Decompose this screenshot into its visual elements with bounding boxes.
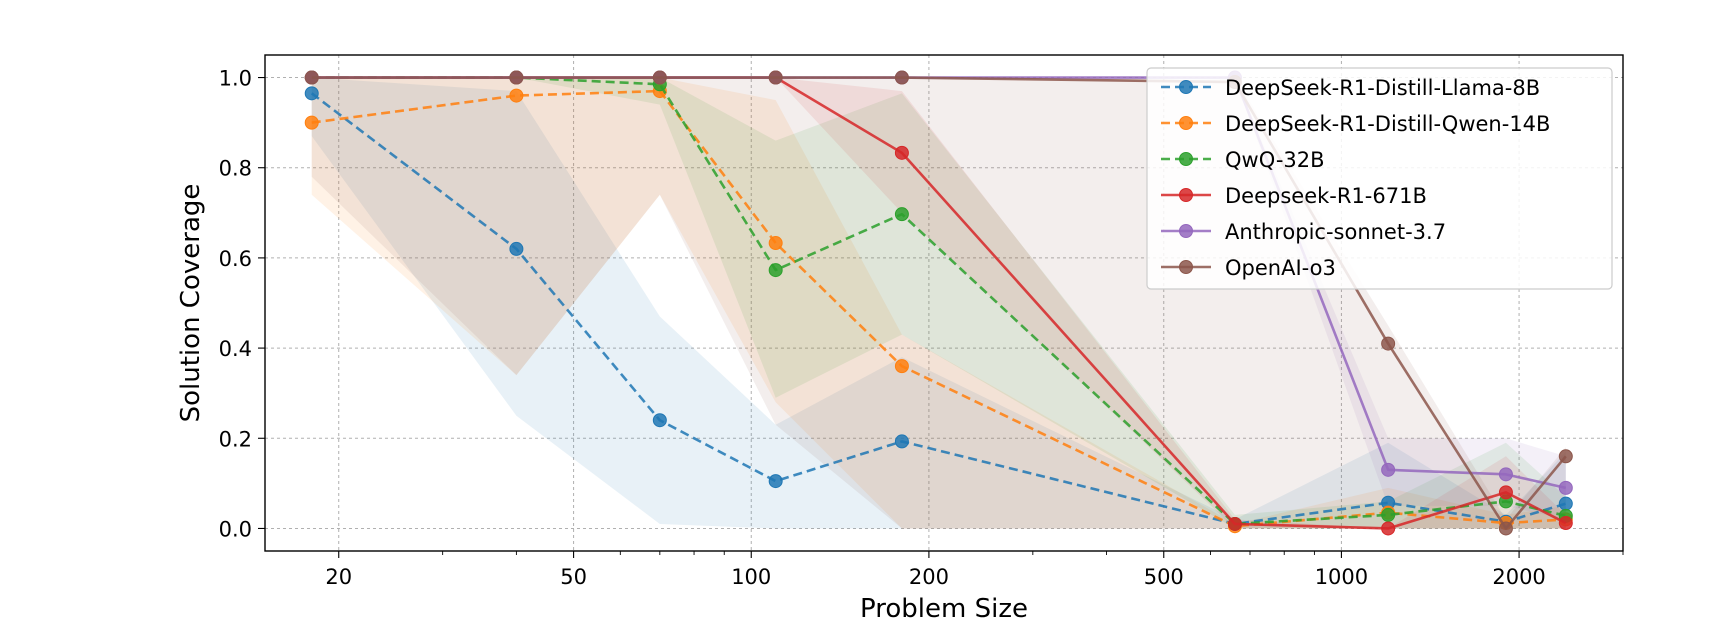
data-point bbox=[1558, 480, 1573, 495]
data-point bbox=[768, 236, 783, 251]
y-tick-label: 0.2 bbox=[219, 427, 252, 451]
x-tick-label: 200 bbox=[909, 565, 949, 589]
legend-marker bbox=[1179, 260, 1193, 274]
data-point bbox=[1381, 507, 1396, 522]
data-point bbox=[304, 70, 319, 85]
legend-label: QwQ-32B bbox=[1225, 148, 1325, 172]
series-band bbox=[311, 77, 1566, 529]
y-tick-label: 0.0 bbox=[219, 517, 252, 541]
y-tick-label: 0.4 bbox=[219, 337, 252, 361]
x-tick-label: 2000 bbox=[1492, 565, 1545, 589]
x-tick-label: 1000 bbox=[1315, 565, 1368, 589]
x-tick-label: 50 bbox=[560, 565, 587, 589]
legend-label: Anthropic-sonnet-3.7 bbox=[1225, 220, 1446, 244]
data-point bbox=[1227, 516, 1242, 531]
data-point bbox=[304, 115, 319, 130]
data-point bbox=[894, 207, 909, 222]
legend-label: Deepseek-R1-671B bbox=[1225, 184, 1427, 208]
x-tick-label: 500 bbox=[1144, 565, 1184, 589]
legend-marker bbox=[1179, 188, 1193, 202]
data-point bbox=[509, 88, 524, 103]
data-point bbox=[304, 86, 319, 101]
data-point bbox=[894, 145, 909, 160]
legend-label: DeepSeek-R1-Distill-Llama-8B bbox=[1225, 76, 1540, 100]
legend-label: DeepSeek-R1-Distill-Qwen-14B bbox=[1225, 112, 1550, 136]
data-point bbox=[894, 434, 909, 449]
data-point bbox=[1558, 449, 1573, 464]
series-band bbox=[311, 77, 1566, 529]
data-point bbox=[652, 413, 667, 428]
data-point bbox=[894, 359, 909, 374]
axis-ticks: 20 50 100 200 500 1000 2000 0.0 0.2 0.4 0.6 0.8 1.0 bbox=[219, 67, 1624, 589]
data-point bbox=[1381, 462, 1396, 477]
y-tick-label: 0.8 bbox=[219, 157, 252, 181]
data-point bbox=[509, 70, 524, 85]
y-tick-label: 1.0 bbox=[219, 67, 252, 91]
legend-box bbox=[1146, 67, 1613, 290]
legend: DeepSeek-R1-Distill-Llama-8B DeepSeek-R1-… bbox=[1146, 67, 1613, 290]
legend-marker bbox=[1179, 152, 1193, 166]
data-point bbox=[1381, 521, 1396, 536]
x-axis-label: Problem Size bbox=[860, 594, 1028, 624]
plot-frame bbox=[264, 54, 1624, 552]
y-tick-label: 0.6 bbox=[219, 247, 252, 271]
x-tick-label: 100 bbox=[731, 565, 771, 589]
data-point bbox=[1558, 516, 1573, 531]
legend-marker bbox=[1179, 80, 1193, 94]
data-point bbox=[1498, 485, 1513, 500]
legend-label: OpenAI-o3 bbox=[1225, 256, 1336, 280]
legend-marker bbox=[1179, 116, 1193, 130]
data-point bbox=[509, 241, 524, 256]
data-point bbox=[1558, 496, 1573, 511]
data-point bbox=[768, 263, 783, 278]
data-point bbox=[1498, 467, 1513, 482]
data-point bbox=[1381, 336, 1396, 351]
data-point bbox=[768, 474, 783, 489]
series-band bbox=[311, 77, 1566, 529]
x-tick-label: 20 bbox=[325, 565, 352, 589]
y-axis-label: Solution Coverage bbox=[176, 184, 206, 423]
legend-marker bbox=[1179, 224, 1193, 238]
data-point bbox=[1498, 521, 1513, 536]
data-point bbox=[652, 70, 667, 85]
series-band bbox=[311, 77, 1566, 529]
data-point bbox=[768, 70, 783, 85]
series-band bbox=[311, 77, 1566, 520]
data-point bbox=[894, 70, 909, 85]
